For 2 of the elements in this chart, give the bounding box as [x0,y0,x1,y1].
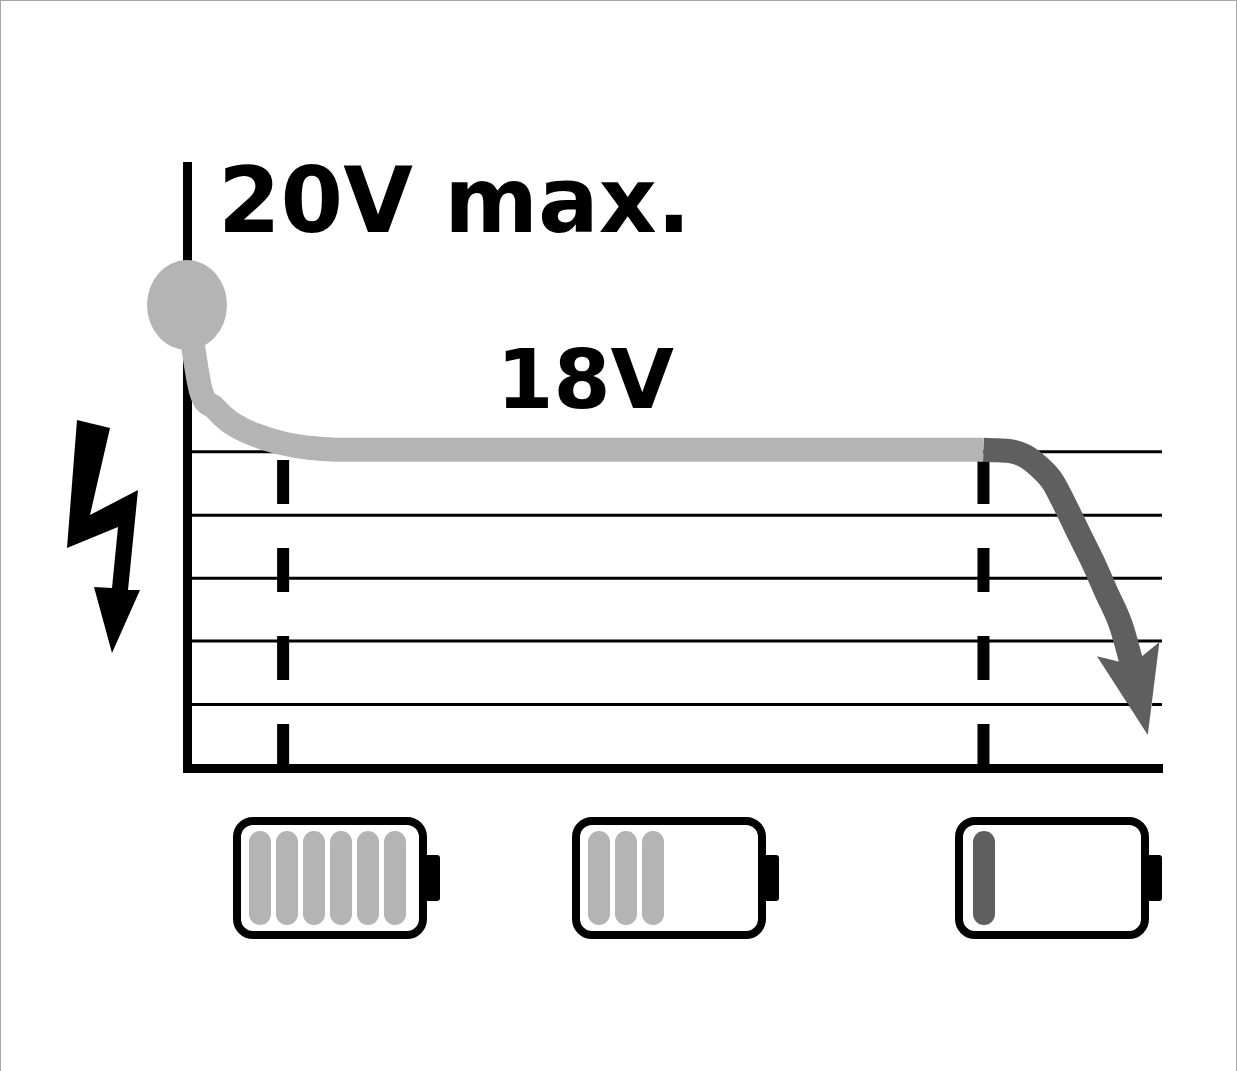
text: 20V max. [218,147,691,253]
annotation: 18V [496,331,675,427]
